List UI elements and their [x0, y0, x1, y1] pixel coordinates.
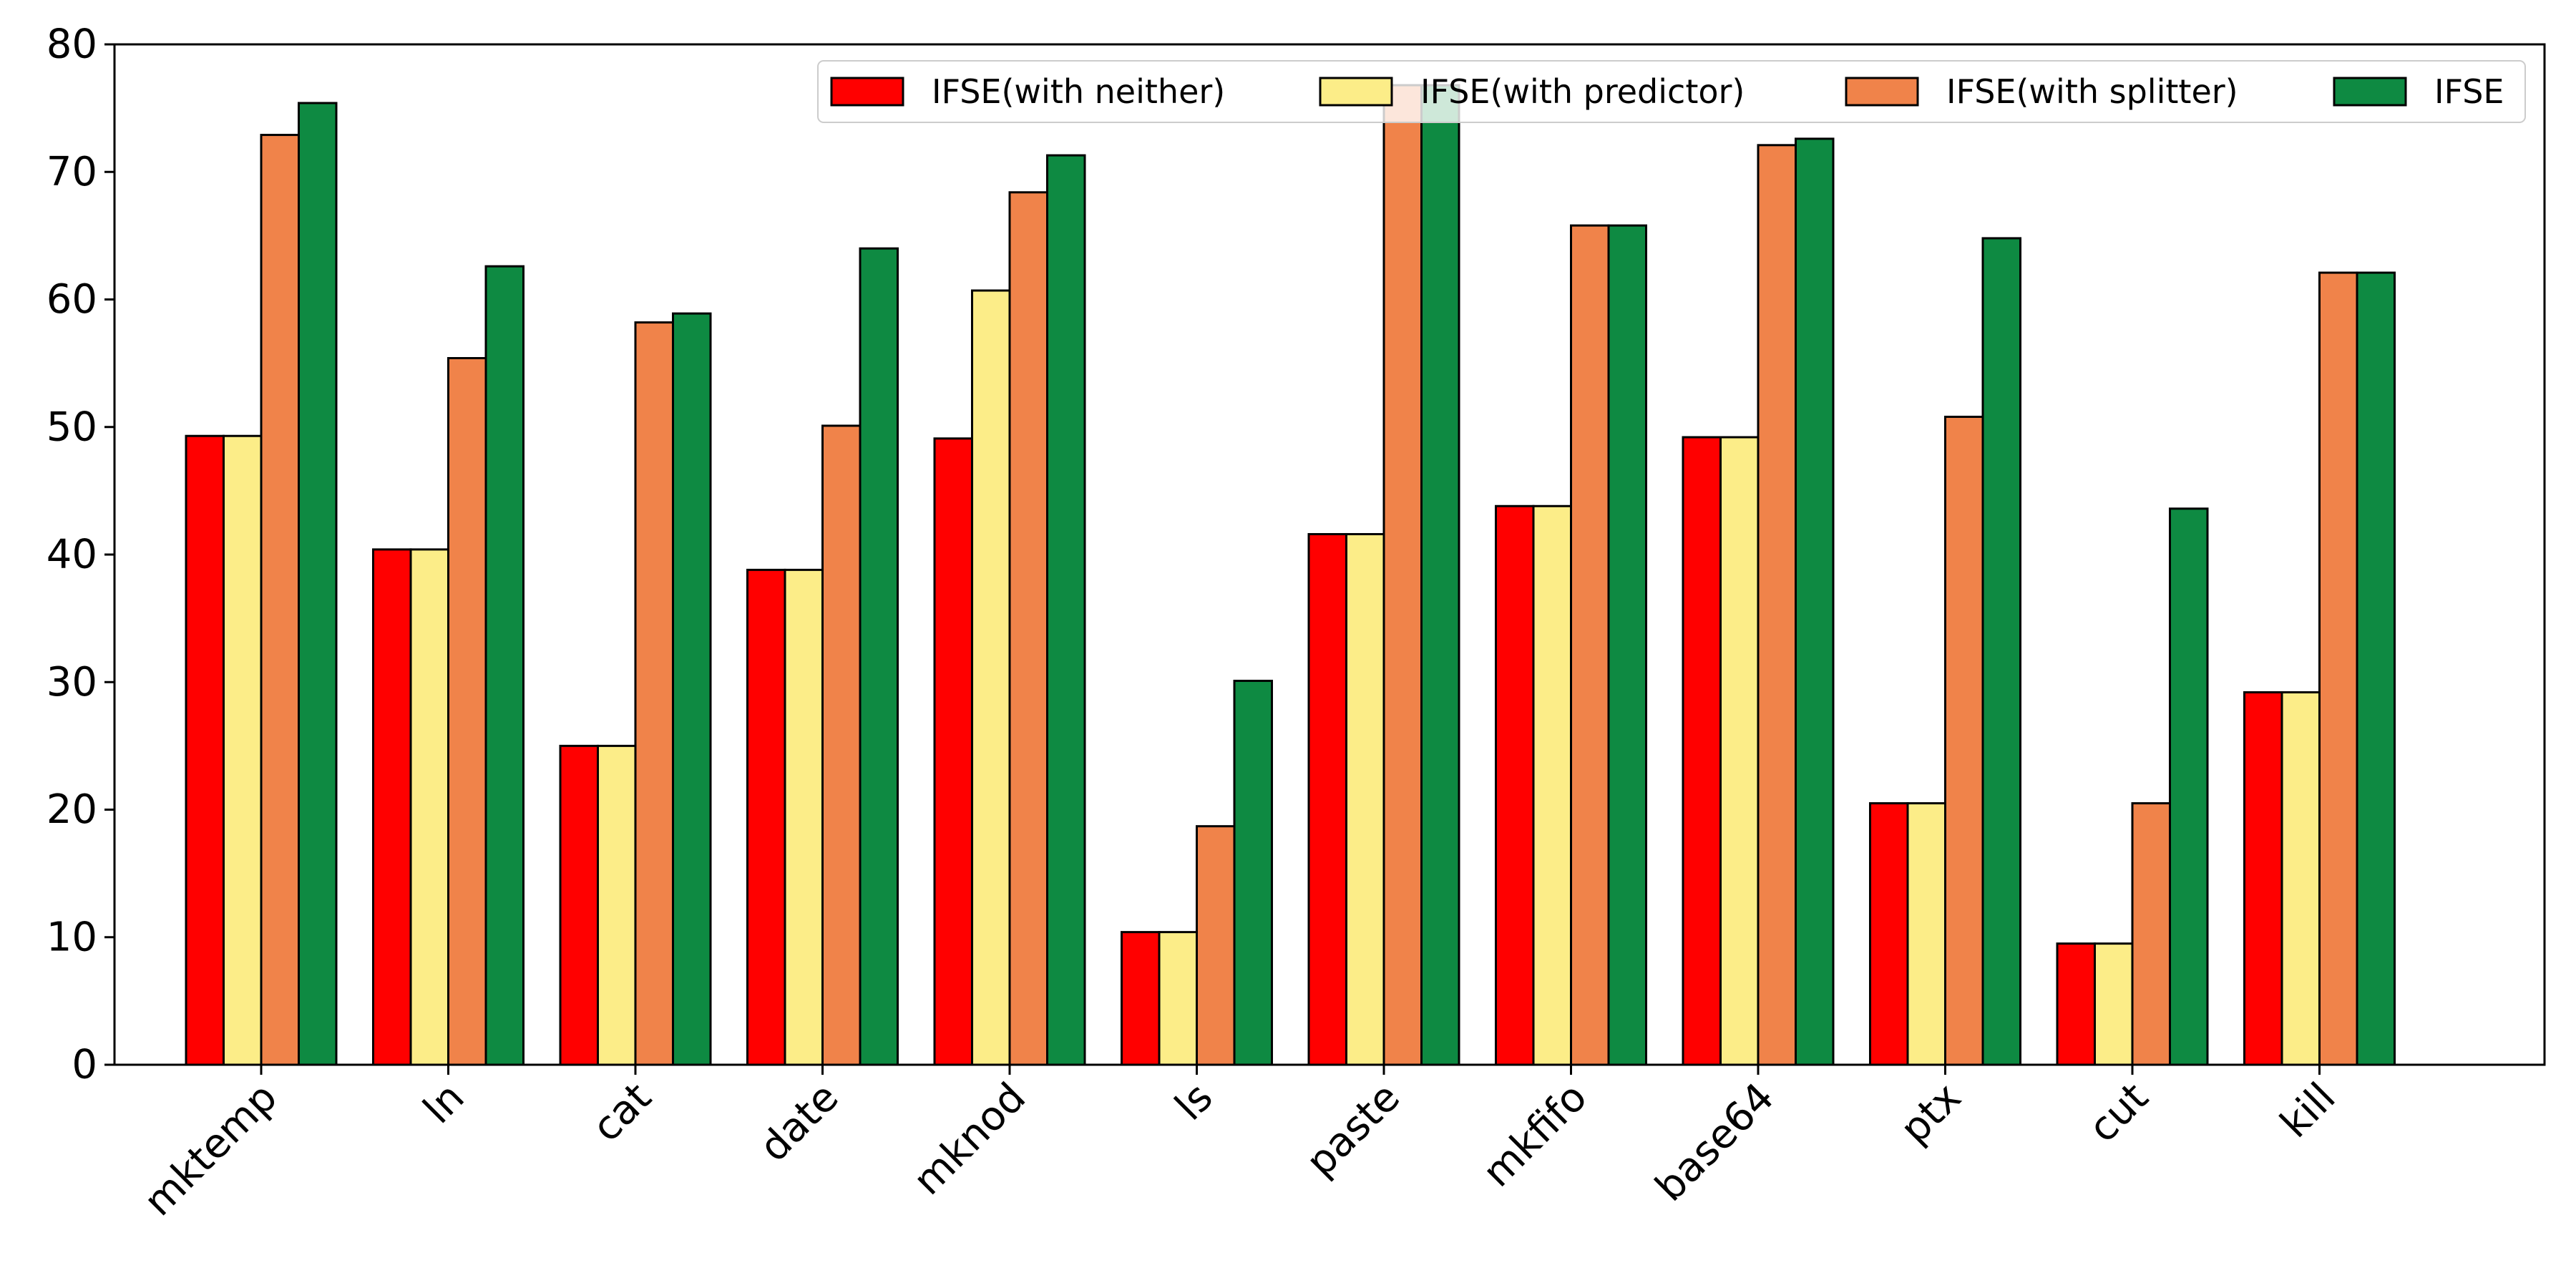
legend-label-2: IFSE(with splitter) — [1946, 72, 2238, 111]
legend-swatch-2 — [1845, 77, 1919, 107]
legend-label-1: IFSE(with predictor) — [1420, 72, 1745, 111]
bar-paste-series-0 — [1307, 532, 1347, 1066]
bar-cut-series-0 — [2056, 942, 2096, 1066]
y-tick-label: 50 — [47, 404, 97, 450]
bar-date-series-2 — [821, 424, 862, 1066]
bar-mktemp-series-3 — [298, 102, 338, 1066]
bar-ptx-series-3 — [1981, 237, 2021, 1066]
bar-base64-series-1 — [1719, 436, 1760, 1066]
bar-cut-series-2 — [2131, 802, 2171, 1066]
bar-mkfifo-series-1 — [1532, 504, 1572, 1066]
bar-paste-series-1 — [1345, 532, 1385, 1066]
bar-ls-series-2 — [1196, 825, 1236, 1066]
legend-label-3: IFSE — [2434, 72, 2504, 111]
bar-mknod-series-1 — [971, 289, 1011, 1066]
bar-cut-series-1 — [2094, 942, 2134, 1066]
bar-kill-series-1 — [2280, 691, 2321, 1066]
bar-ls-series-1 — [1158, 931, 1198, 1066]
legend-box — [817, 60, 2526, 123]
bar-cat-series-3 — [672, 312, 712, 1066]
bar-kill-series-2 — [2318, 271, 2358, 1066]
bar-mkfifo-series-0 — [1495, 504, 1535, 1066]
bar-date-series-1 — [784, 568, 824, 1066]
legend-swatch-0 — [830, 77, 904, 107]
y-tick-label: 30 — [47, 659, 97, 706]
bar-kill-series-3 — [2356, 271, 2396, 1066]
bar-mkfifo-series-3 — [1607, 224, 1647, 1066]
bar-mknod-series-3 — [1046, 154, 1086, 1066]
bar-cat-series-0 — [559, 744, 599, 1066]
legend-swatch-1 — [1319, 77, 1393, 107]
bar-mktemp-series-1 — [223, 434, 263, 1066]
legend: IFSE(with neither) IFSE(with predictor) IF… — [817, 60, 2526, 123]
bar-ls-series-3 — [1233, 679, 1273, 1066]
bar-ptx-series-2 — [1944, 415, 1984, 1066]
bar-ln-series-3 — [484, 265, 525, 1066]
y-tick-label: 80 — [47, 21, 97, 68]
bar-mktemp-series-2 — [260, 134, 300, 1066]
bars — [185, 84, 2396, 1066]
y-tick-label: 70 — [47, 149, 97, 195]
bar-ptx-series-1 — [1906, 802, 1946, 1066]
bar-cut-series-3 — [2169, 507, 2209, 1066]
bar-mktemp-series-0 — [185, 434, 225, 1066]
y-tick-label: 10 — [47, 914, 97, 960]
bar-ln-series-1 — [409, 548, 449, 1066]
bar-date-series-3 — [859, 247, 899, 1066]
bar-base64-series-2 — [1757, 144, 1797, 1066]
bar-base64-series-0 — [1682, 436, 1722, 1066]
y-tick-label: 40 — [47, 532, 97, 578]
bar-mkfifo-series-2 — [1570, 224, 1610, 1066]
bar-kill-series-0 — [2243, 691, 2283, 1066]
bar-cat-series-2 — [634, 321, 674, 1066]
bar-mknod-series-0 — [933, 437, 973, 1066]
legend-label-0: IFSE(with neither) — [932, 72, 1225, 111]
bar-mknod-series-2 — [1008, 191, 1048, 1066]
bar-ls-series-0 — [1121, 931, 1161, 1066]
bar-ln-series-0 — [372, 548, 412, 1066]
bar-paste-series-2 — [1382, 84, 1423, 1066]
bar-paste-series-3 — [1420, 84, 1460, 1066]
bar-date-series-0 — [746, 568, 786, 1066]
bar-ptx-series-0 — [1869, 802, 1909, 1066]
legend-swatch-3 — [2333, 77, 2407, 107]
bar-ln-series-2 — [447, 357, 487, 1066]
y-tick-label: 20 — [47, 786, 97, 833]
y-tick-label: 0 — [72, 1042, 97, 1088]
bar-base64-series-3 — [1795, 137, 1835, 1066]
bar-cat-series-1 — [597, 744, 637, 1066]
y-tick-label: 60 — [47, 276, 97, 323]
